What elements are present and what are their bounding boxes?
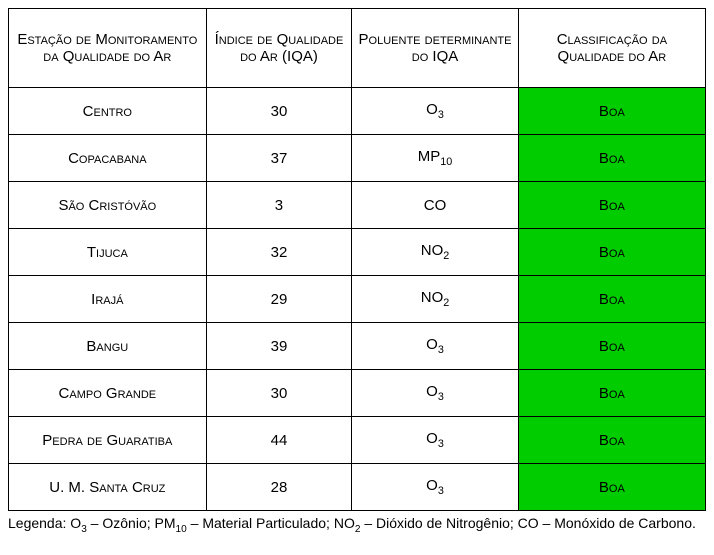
legend-pair-separator: – — [539, 515, 555, 531]
legend-item-base: O — [70, 515, 81, 531]
legend-item-base: CO — [518, 515, 539, 531]
cell-station: Centro — [9, 88, 207, 135]
cell-station: Campo Grande — [9, 370, 207, 417]
cell-pollutant: O3 — [352, 323, 518, 370]
cell-pollutant: O3 — [352, 88, 518, 135]
col-header-iqa: Índice de Qualidade do Ar (IQA) — [206, 9, 352, 88]
cell-station: Tijuca — [9, 229, 207, 276]
legend-item-base: NO — [334, 515, 355, 531]
pollutant-base: NO — [421, 242, 444, 259]
pollutant-base: O — [426, 383, 438, 400]
cell-classification: Boa — [518, 229, 705, 276]
legend-terminator: . — [692, 515, 696, 531]
cell-iqa: 37 — [206, 135, 352, 182]
table-row: Irajá29NO2Boa — [9, 276, 706, 323]
table-row: U. M. Santa Cruz28O3Boa — [9, 464, 706, 511]
legend-text: Legenda: O3 – Ozônio; PM10 – Material Pa… — [8, 515, 706, 535]
table-row: Campo Grande30O3Boa — [9, 370, 706, 417]
table-header: Estação de Monitoramento da Qualidade do… — [9, 9, 706, 88]
cell-classification: Boa — [518, 135, 705, 182]
pollutant-sub: 10 — [440, 156, 452, 168]
legend-pair-separator: – — [87, 515, 103, 531]
pollutant-base: NO — [421, 289, 444, 306]
table-row: São Cristóvão3 CO Boa — [9, 182, 706, 229]
cell-iqa: 3 — [206, 182, 352, 229]
legend-item-base: PM — [155, 515, 176, 531]
cell-station: Bangu — [9, 323, 207, 370]
legend-item-sub: 10 — [176, 524, 187, 535]
legend-separator: ; — [510, 515, 518, 531]
col-header-class: Classificação da Qualidade do Ar — [518, 9, 705, 88]
legend-prefix: Legenda: — [8, 515, 70, 531]
cell-pollutant: MP10 — [352, 135, 518, 182]
col-header-station: Estação de Monitoramento da Qualidade do… — [9, 9, 207, 88]
pollutant-sub: 3 — [438, 485, 444, 497]
pollutant-base: CO — [424, 197, 447, 214]
table-body: Centro30O3BoaCopacabana37MP10BoaSão Cris… — [9, 88, 706, 511]
cell-iqa: 29 — [206, 276, 352, 323]
table-row: Tijuca32NO2Boa — [9, 229, 706, 276]
pollutant-base: O — [426, 336, 438, 353]
legend-separator: ; — [326, 515, 334, 531]
cell-iqa: 44 — [206, 417, 352, 464]
cell-classification: Boa — [518, 182, 705, 229]
pollutant-sub: 2 — [443, 297, 449, 309]
cell-classification: Boa — [518, 323, 705, 370]
col-header-pollutant: Poluente determinante do IQA — [352, 9, 518, 88]
cell-station: U. M. Santa Cruz — [9, 464, 207, 511]
cell-classification: Boa — [518, 276, 705, 323]
cell-pollutant: O3 — [352, 370, 518, 417]
cell-iqa: 39 — [206, 323, 352, 370]
cell-iqa: 30 — [206, 88, 352, 135]
air-quality-table: Estação de Monitoramento da Qualidade do… — [8, 8, 706, 511]
pollutant-sub: 3 — [438, 109, 444, 121]
cell-pollutant: CO — [352, 182, 518, 229]
cell-station: Pedra de Guaratiba — [9, 417, 207, 464]
cell-iqa: 32 — [206, 229, 352, 276]
legend-pair-separator: – — [360, 515, 376, 531]
cell-iqa: 28 — [206, 464, 352, 511]
cell-pollutant: O3 — [352, 464, 518, 511]
pollutant-base: O — [426, 477, 438, 494]
cell-pollutant: NO2 — [352, 229, 518, 276]
cell-classification: Boa — [518, 464, 705, 511]
cell-pollutant: O3 — [352, 417, 518, 464]
cell-iqa: 30 — [206, 370, 352, 417]
pollutant-base: MP — [418, 148, 441, 165]
legend-separator: ; — [147, 515, 155, 531]
table-row: Bangu39O3Boa — [9, 323, 706, 370]
legend-item-desc: Monóxido de Carbono — [554, 515, 692, 531]
table-row: Centro30O3Boa — [9, 88, 706, 135]
table-row: Copacabana37MP10Boa — [9, 135, 706, 182]
cell-classification: Boa — [518, 370, 705, 417]
table-row: Pedra de Guaratiba44O3Boa — [9, 417, 706, 464]
cell-pollutant: NO2 — [352, 276, 518, 323]
cell-station: São Cristóvão — [9, 182, 207, 229]
pollutant-base: O — [426, 430, 438, 447]
cell-station: Copacabana — [9, 135, 207, 182]
legend-item-desc: Material Particulado — [202, 515, 326, 531]
cell-classification: Boa — [518, 88, 705, 135]
pollutant-sub: 3 — [438, 438, 444, 450]
cell-classification: Boa — [518, 417, 705, 464]
legend-pair-separator: – — [187, 515, 203, 531]
pollutant-sub: 3 — [438, 344, 444, 356]
cell-station: Irajá — [9, 276, 207, 323]
pollutant-sub: 2 — [443, 250, 449, 262]
pollutant-base: O — [426, 101, 438, 118]
legend-item-desc: Dióxido de Nitrogênio — [376, 515, 510, 531]
pollutant-sub: 3 — [438, 391, 444, 403]
legend-item-desc: Ozônio — [102, 515, 146, 531]
